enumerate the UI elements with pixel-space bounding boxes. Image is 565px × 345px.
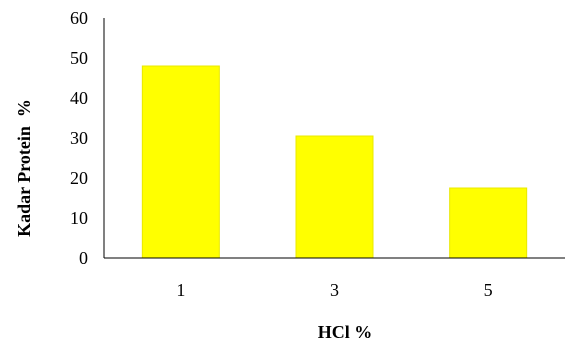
bar-5 xyxy=(449,187,528,259)
y-tick-label: 30 xyxy=(70,128,88,148)
y-tick-label: 10 xyxy=(70,208,88,228)
y-tick-label: 60 xyxy=(70,8,88,28)
x-tick-label: 1 xyxy=(176,280,185,300)
x-tick-label: 5 xyxy=(484,280,493,300)
y-tick-label: 0 xyxy=(79,248,88,268)
x-tick-labels: 1 3 5 xyxy=(176,280,492,300)
y-axis-title: Kadar Protein % xyxy=(14,99,34,237)
bar-1 xyxy=(141,65,220,259)
axes xyxy=(103,18,565,259)
y-tick-label: 50 xyxy=(70,48,88,68)
y-tick-label: 20 xyxy=(70,168,88,188)
bars xyxy=(141,65,528,259)
x-axis-title: HCl % xyxy=(318,322,373,342)
y-tick-labels: 0 10 20 30 40 50 60 xyxy=(70,8,88,268)
y-tick-label: 40 xyxy=(70,88,88,108)
x-tick-label: 3 xyxy=(330,280,339,300)
bar-3 xyxy=(295,135,374,259)
